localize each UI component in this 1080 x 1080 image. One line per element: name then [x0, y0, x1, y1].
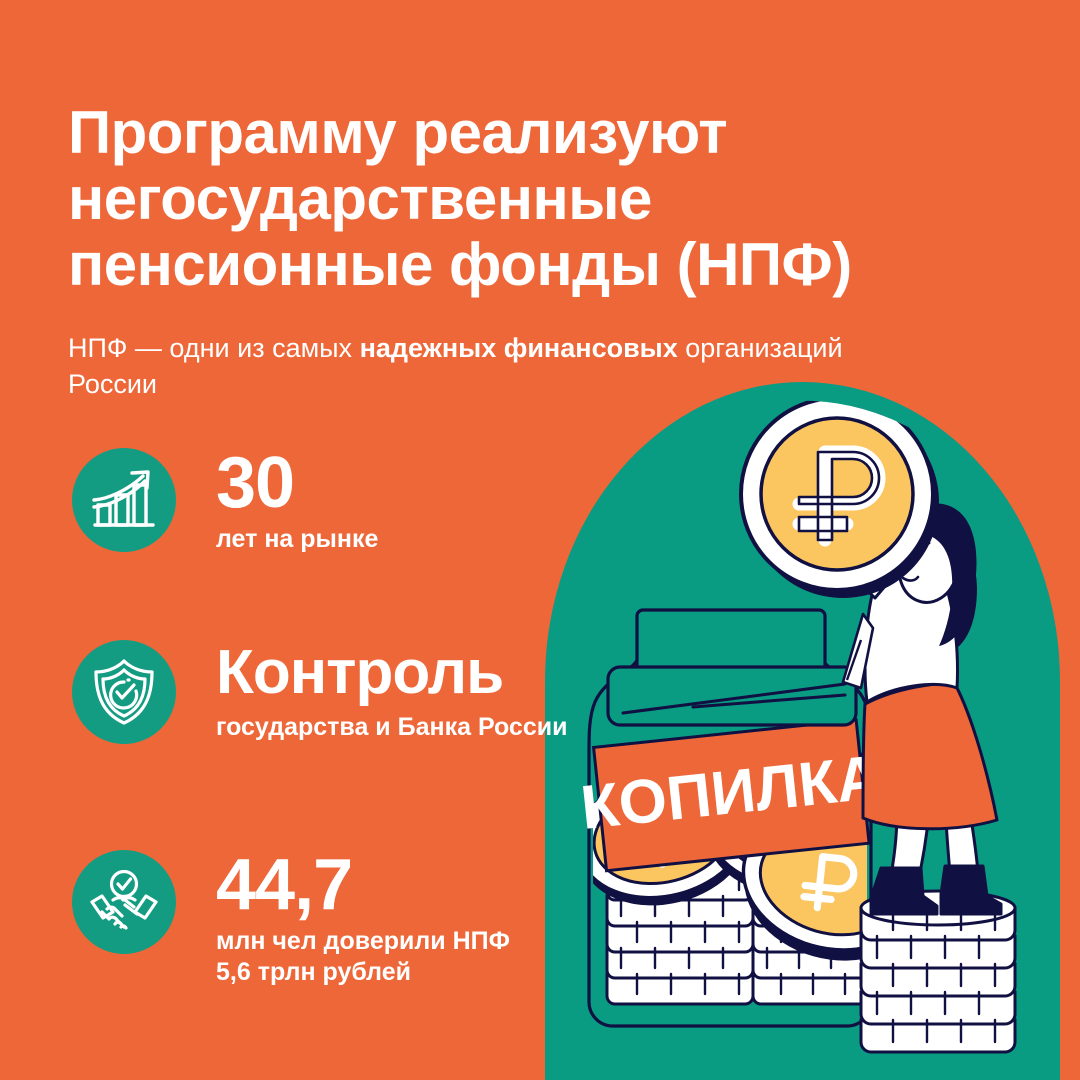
title-line-2: негосударственные: [68, 165, 652, 233]
shield-check-icon: [92, 658, 156, 726]
stat-item-years: 30 лет на рынке: [72, 443, 379, 555]
savings-jar-illustration: КОПИЛКА: [545, 382, 1060, 1080]
stat-item-control: Контроль государства и Банка России: [72, 640, 567, 744]
badge-shield-check: [72, 640, 176, 744]
badge-handshake-check: [72, 850, 176, 954]
stat-caption-trust: млн чел доверили НПФ: [216, 927, 510, 955]
stat-caption2-trust: 5,6 трлн рублей: [216, 958, 412, 986]
stat-value-control: Контроль: [216, 638, 504, 707]
jar-label: КОПИЛКА: [578, 718, 885, 873]
jar-lid: [606, 608, 858, 727]
title-line-1: Программу реализуют: [68, 99, 728, 167]
ruble-coin-big: [739, 400, 939, 598]
stat-caption-control: государства и Банка России: [216, 713, 568, 741]
page-title: Программу реализуют негосударственные пе…: [68, 100, 928, 298]
subtitle-part-2: организаций России: [68, 333, 843, 399]
handshake-check-icon: [89, 870, 159, 934]
stat-text-control: Контроль государства и Банка России: [216, 640, 567, 743]
subtitle-part-1: НПФ — одни из самых: [68, 333, 360, 363]
growth-chart-icon: [91, 469, 157, 531]
badge-growth-chart: [72, 448, 176, 552]
subtitle: НПФ — одни из самых надежных финансовых …: [68, 330, 868, 402]
title-line-3: пенсионные фонды (НПФ): [68, 231, 852, 299]
stat-caption-years: лет на рынке: [216, 525, 379, 553]
stat-value-trust: 44,7: [216, 845, 353, 925]
stat-value-years: 30: [216, 443, 295, 523]
stat-text-years: 30 лет на рынке: [216, 443, 379, 555]
stat-text-trust: 44,7 млн чел доверили НПФ 5,6 трлн рубле…: [216, 845, 510, 988]
subtitle-highlight: надежных финансовых: [359, 333, 678, 363]
stat-item-trust: 44,7 млн чел доверили НПФ 5,6 трлн рубле…: [72, 845, 510, 988]
